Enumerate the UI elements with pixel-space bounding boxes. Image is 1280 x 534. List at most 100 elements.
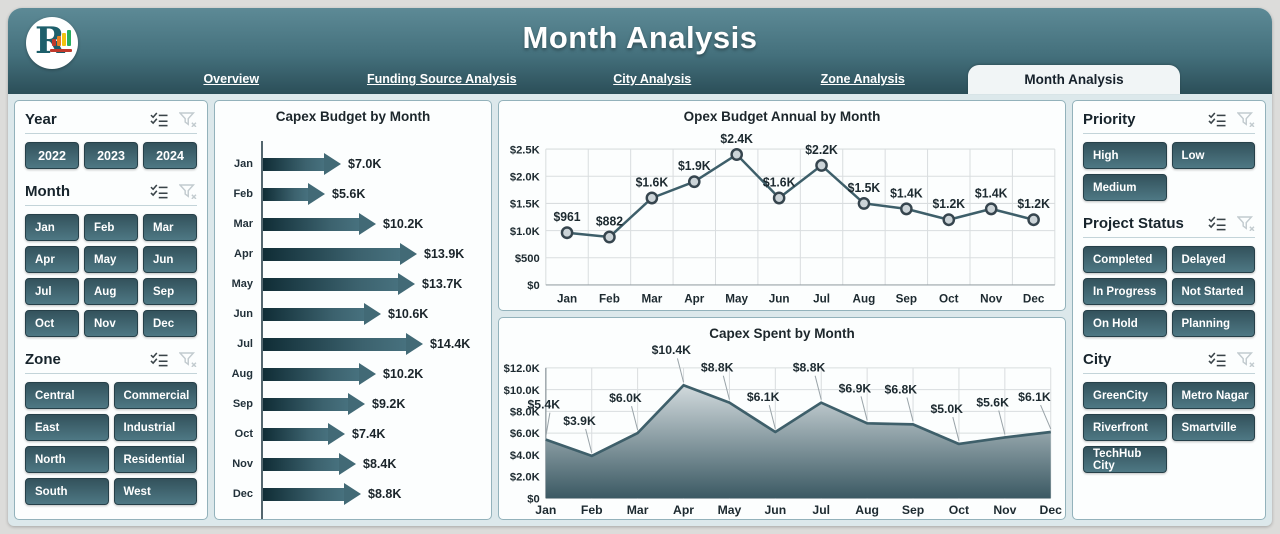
filter-option-mar[interactable]: Mar [143,214,197,241]
svg-text:Apr: Apr [684,292,705,306]
svg-text:$12.0K: $12.0K [504,363,541,375]
filter-option-on-hold[interactable]: On Hold [1083,310,1167,337]
category-label: Aug [231,368,253,380]
filter-option-delayed[interactable]: Delayed [1171,246,1255,273]
filter-option-greencity[interactable]: GreenCity [1083,382,1167,409]
filter-option-in-progress[interactable]: In Progress [1083,278,1167,305]
filter-option-west[interactable]: West [113,478,197,505]
filter-option-south[interactable]: South [25,478,109,505]
zone-slicer-title: Zone [25,351,61,368]
svg-text:$1.4K: $1.4K [890,186,923,200]
arrow-bar-row: Jun $10.6K [225,299,485,329]
capex-spent-chart-title: Capex Spent by Month [709,326,855,342]
clear-filter-icon[interactable] [178,184,198,200]
filter-option-aug[interactable]: Aug [84,278,138,305]
data-label: $8.8K [368,487,402,501]
category-label: Dec [232,488,253,500]
filter-option-not-started[interactable]: Not Started [1171,278,1255,305]
filter-option-apr[interactable]: Apr [25,246,79,273]
filter-option-jan[interactable]: Jan [25,214,79,241]
filter-option-may[interactable]: May [84,246,138,273]
data-label: $10.2K [383,367,424,381]
svg-text:Nov: Nov [993,503,1016,517]
arrow-bar-row: Jul $14.4K [225,329,485,359]
filter-option-planning[interactable]: Planning [1171,310,1255,337]
svg-text:Mar: Mar [641,292,662,306]
filter-option-jun[interactable]: Jun [143,246,197,273]
data-label: $14.4K [430,337,471,351]
arrow-bar-row: Apr $13.9K [225,239,485,269]
filter-option-completed[interactable]: Completed [1083,246,1167,273]
filter-option-feb[interactable]: Feb [84,214,138,241]
arrow-bar-row: May $13.7K [225,269,485,299]
clear-filter-icon[interactable] [1236,112,1256,128]
tab-month-analysis-active[interactable]: Month Analysis [968,65,1180,94]
tab-city-analysis[interactable]: City Analysis [613,72,692,86]
multi-select-icon[interactable] [150,352,169,367]
filter-option-high[interactable]: High [1083,142,1167,169]
data-label: $13.7K [422,277,463,291]
clear-filter-icon[interactable] [1236,352,1256,368]
svg-text:Aug: Aug [853,292,876,306]
arrow-head [359,213,376,235]
multi-select-icon[interactable] [1208,216,1227,231]
multi-select-icon[interactable] [1208,352,1227,367]
logo-bar-chart-icon [52,30,71,46]
filter-option-north[interactable]: North [25,446,109,473]
data-label: $8.4K [363,457,397,471]
tab-zone-analysis[interactable]: Zone Analysis [820,72,905,86]
filter-option-2022[interactable]: 2022 [25,142,79,169]
data-label: $10.6K [388,307,429,321]
filter-option-jul[interactable]: Jul [25,278,79,305]
filter-option-metro-nagar[interactable]: Metro Nagar [1171,382,1255,409]
tab-funding-source-analysis[interactable]: Funding Source Analysis [366,72,517,86]
content-area: Year 2022 2023 2024 Month Jan Feb Mar Apr May J… [8,94,1272,526]
svg-text:$1.4K: $1.4K [975,186,1008,200]
filter-option-low[interactable]: Low [1171,142,1255,169]
clear-filter-icon[interactable] [178,112,198,128]
filter-option-sep[interactable]: Sep [143,278,197,305]
filter-option-medium[interactable]: Medium [1083,174,1167,201]
tab-overview[interactable]: Overview [203,72,260,86]
clear-filter-icon[interactable] [1236,216,1256,232]
filter-option-riverfront[interactable]: Riverfront [1083,414,1167,441]
arrow-head [398,273,415,295]
filter-option-smartville[interactable]: Smartville [1171,414,1255,441]
filter-option-2024[interactable]: 2024 [143,142,197,169]
multi-select-icon[interactable] [150,112,169,127]
svg-text:$6.1K: $6.1K [1018,390,1051,404]
filter-option-commercial[interactable]: Commercial [113,382,197,409]
filter-option-oct[interactable]: Oct [25,310,79,337]
svg-text:$5.0K: $5.0K [930,402,963,416]
multi-select-icon[interactable] [1208,112,1227,127]
left-filter-panel: Year 2022 2023 2024 Month Jan Feb Mar Apr May J… [14,100,208,520]
arrow-head [364,303,381,325]
zone-slicer: Zone Central Commercial East Industrial Nort… [25,351,197,505]
filter-option-east[interactable]: East [25,414,109,441]
svg-text:Sep: Sep [902,503,924,517]
capex-budget-arrow-chart: Jan $7.0K Feb $5.6K Mar $10.2K Apr $13.9K May $13… [225,141,485,519]
arrow-bar-row: Sep $9.2K [225,389,485,419]
arrow-head [328,423,345,445]
filter-option-2023[interactable]: 2023 [84,142,138,169]
opex-budget-line-chart: $0 $500 $1.0K $1.5K $2.0K $2.5K $961 Jan $882 Feb… [510,132,1056,306]
svg-text:$5.6K: $5.6K [976,395,1009,409]
filter-option-central[interactable]: Central [25,382,109,409]
clear-filter-icon[interactable] [178,352,198,368]
arrow-bar-row: Nov $8.4K [225,449,485,479]
priority-slicer: Priority High Low Medium [1083,111,1255,201]
data-label: $13.9K [424,247,465,261]
filter-option-nov[interactable]: Nov [84,310,138,337]
filter-option-techhub-city[interactable]: TechHub City [1083,446,1167,473]
category-label: Jan [234,158,253,170]
multi-select-icon[interactable] [150,184,169,199]
capex-budget-chart-panel: Capex Budget by Month Jan $7.0K Feb $5.6K Ma… [214,100,492,520]
year-slicer: Year 2022 2023 2024 [25,111,197,169]
filter-option-dec[interactable]: Dec [143,310,197,337]
filter-option-residential[interactable]: Residential [113,446,197,473]
svg-text:$1.6K: $1.6K [636,175,669,189]
filter-option-industrial[interactable]: Industrial [113,414,197,441]
data-label: $5.6K [332,187,366,201]
svg-text:Jun: Jun [769,292,790,306]
capex-budget-chart-title: Capex Budget by Month [275,109,431,124]
